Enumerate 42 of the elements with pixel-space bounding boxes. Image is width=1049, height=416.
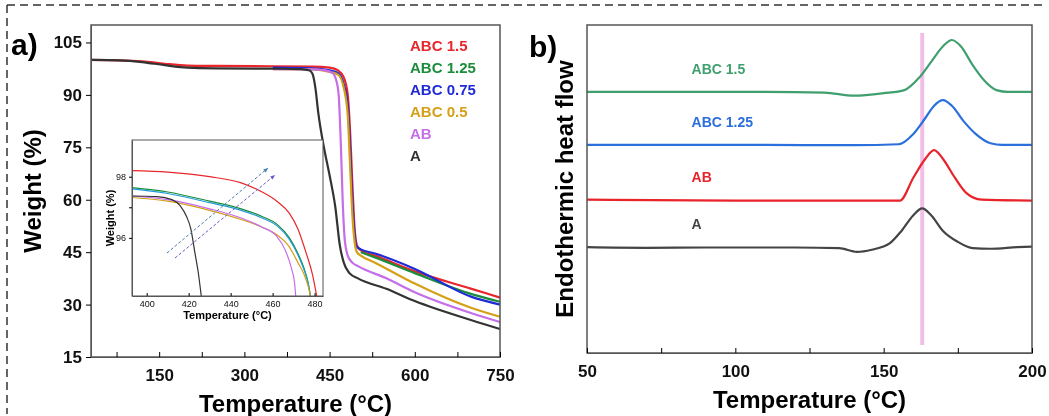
x-tick-label: 460 [265,299,281,310]
series-label: AB [691,168,712,185]
y-tick-label: 15 [63,347,82,367]
x-tick-label: 150 [145,366,174,386]
series-label: ABC 1.5 [691,60,746,77]
x-axis-title: Temperature (°C) [183,309,273,321]
text: AB [410,125,432,142]
y-tick-label: 105 [53,33,82,53]
y-tick-label: 45 [63,243,82,263]
line-series [359,251,502,303]
text: b) [529,30,558,63]
x-tick-label: 100 [721,362,751,382]
y-axis-title: Weight (%) [104,189,116,247]
text: ABC 0.5 [410,103,468,120]
x-tick-label: 150 [869,362,899,382]
text: ABC 1.5 [410,37,468,54]
x-tick-label: 480 [307,299,323,310]
x-tick-label: 200 [1018,362,1047,382]
x-axis-title: Temperature (°C) [712,386,907,413]
x-tick-label: 750 [486,366,515,386]
x-tick-label: 600 [401,366,430,386]
y-tick-label: 30 [63,295,82,315]
series-label: A [691,216,702,233]
text: ABC 1.25 [410,59,476,76]
x-tick-label: 300 [230,366,260,386]
text: ABC 0.75 [410,81,476,98]
line-series [131,195,202,297]
y-tick-label: 98 [115,172,126,183]
y-tick-label: 90 [63,85,82,105]
y-axis-title: Weight (%) [19,129,46,253]
text: a) [11,28,38,61]
x-tick-label: 450 [315,366,345,386]
y-tick-label: 60 [63,190,82,210]
x-tick-label: 400 [139,299,155,310]
x-tick-label: 420 [181,299,197,310]
x-tick-label: 440 [223,299,239,310]
line-series [131,169,318,297]
y-tick-label: 96 [115,233,126,244]
x-tick-label: 50 [578,362,597,382]
y-tick-label: 75 [63,138,82,158]
text: A [410,147,421,164]
series-label: ABC 1.25 [691,113,754,130]
